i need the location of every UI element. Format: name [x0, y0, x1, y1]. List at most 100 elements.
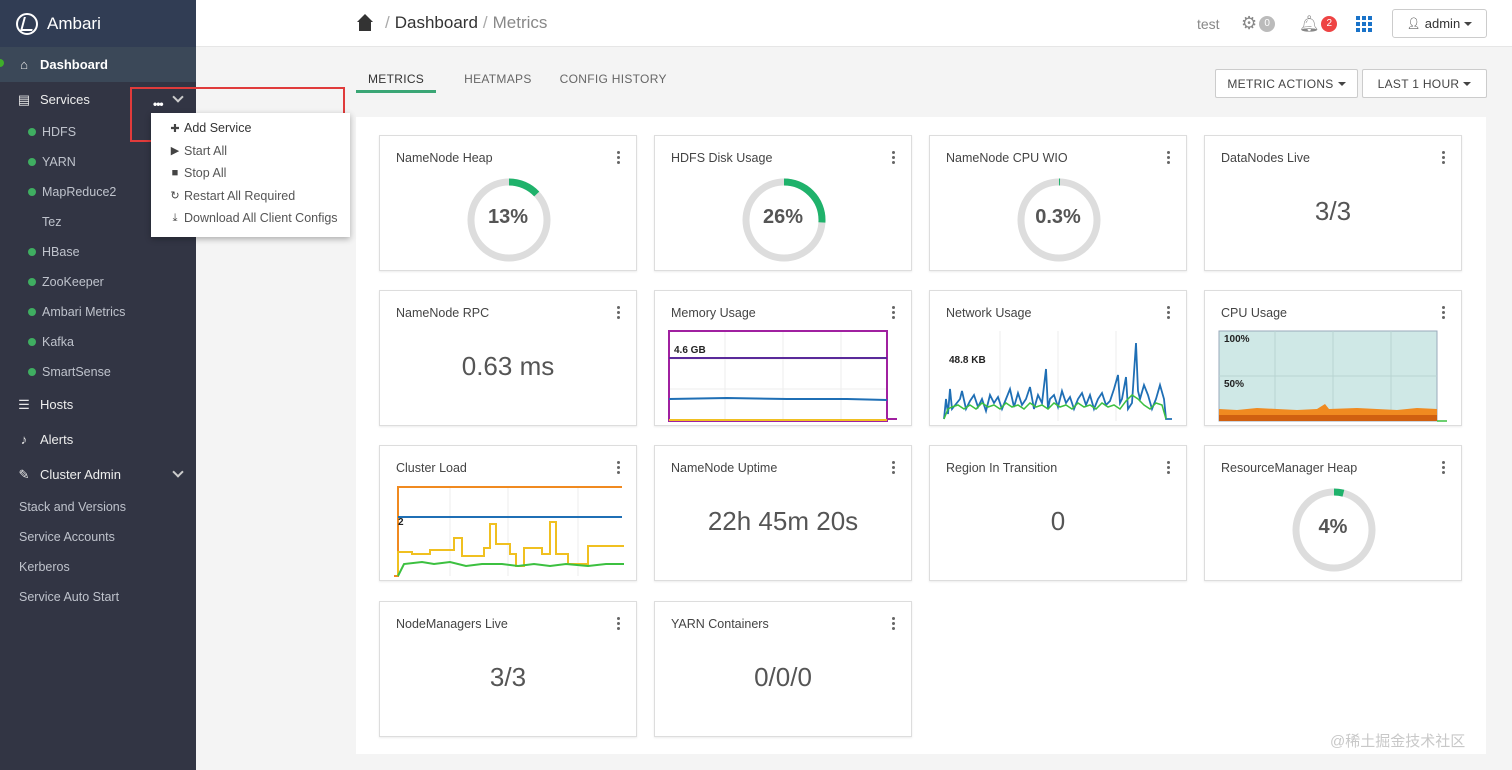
menu-item-add-service[interactable]: ✚ Add Service [151, 117, 350, 140]
sidebar-service-item[interactable]: HDFS [0, 117, 196, 147]
sidebar-item-services[interactable]: ▤ Services ••• [0, 82, 196, 117]
sidebar-admin-item[interactable]: Kerberos [19, 560, 70, 574]
cluster-load-graph [394, 486, 624, 577]
widget-title: CPU Usage [1221, 306, 1287, 320]
sidebar-service-item[interactable]: YARN [0, 147, 196, 177]
more-vertical-icon[interactable] [1442, 461, 1445, 476]
donut-chart [1292, 488, 1376, 572]
sidebar-service-item[interactable]: MapReduce2 [0, 177, 196, 207]
widget-namenode-uptime[interactable]: NameNode Uptime 22h 45m 20s [654, 445, 912, 581]
sidebar-item-dashboard[interactable]: ⌂ Dashboard [0, 47, 196, 82]
views-menu-button[interactable] [1356, 0, 1372, 47]
more-vertical-icon[interactable] [617, 306, 620, 321]
more-vertical-icon[interactable] [617, 461, 620, 476]
sidebar-item-alerts[interactable]: ♪ Alerts [0, 422, 196, 457]
widget-region-in-transition[interactable]: Region In Transition 0 [929, 445, 1187, 581]
more-vertical-icon[interactable] [1167, 306, 1170, 321]
breadcrumb-separator: / [385, 13, 390, 32]
widget-namenode-cpu-wio[interactable]: NameNode CPU WIO 0.3% [929, 135, 1187, 271]
tab-metrics[interactable]: METRICS [356, 68, 437, 93]
widget-memory-usage[interactable]: Memory Usage 4.6 GB [654, 290, 912, 426]
donut-chart [1017, 178, 1101, 262]
bell-icon: 🔔︎ [1299, 15, 1320, 33]
breadcrumb: / Dashboard / Metrics [356, 13, 547, 33]
watermark: @稀土掘金技术社区 [1330, 733, 1466, 750]
services-more-button[interactable]: ••• [153, 97, 164, 111]
widget-nodemanagers-live[interactable]: NodeManagers Live 3/3 [379, 601, 637, 737]
briefcase-icon: ▤ [17, 91, 31, 107]
menu-item-label: Add Service [184, 121, 252, 136]
more-vertical-icon[interactable] [1167, 151, 1170, 166]
widget-hdfs-disk-usage[interactable]: HDFS Disk Usage 26% [654, 135, 912, 271]
more-vertical-icon[interactable] [1167, 461, 1170, 476]
widget-resourcemanager-heap[interactable]: ResourceManager Heap 4% [1204, 445, 1462, 581]
widget-value: 3/3 [489, 662, 527, 692]
time-range-button[interactable]: LAST 1 HOUR [1362, 69, 1487, 98]
widget-value: 13% [487, 206, 529, 228]
user-menu-button[interactable]: 👤︎ admin [1392, 9, 1487, 38]
widget-title: NameNode Uptime [671, 461, 778, 475]
metric-actions-button[interactable]: METRIC ACTIONS [1215, 69, 1358, 98]
widget-title: Cluster Load [396, 461, 467, 475]
menu-item-stop-all[interactable]: ■ Stop All [151, 162, 350, 185]
widget-title: ResourceManager Heap [1221, 461, 1358, 475]
menu-item-restart-all-required[interactable]: ↻ Restart All Required [151, 185, 350, 208]
sidebar-service-item[interactable]: ZooKeeper [0, 267, 196, 297]
breadcrumb-dashboard[interactable]: Dashboard [394, 13, 478, 32]
sidebar-service-item[interactable]: Kafka [0, 327, 196, 357]
sidebar-service-item[interactable]: Ambari Metrics [0, 297, 196, 327]
more-vertical-icon[interactable] [617, 617, 620, 632]
alerts-button[interactable]: 🔔︎ 2 [1299, 0, 1338, 47]
more-vertical-icon[interactable] [892, 151, 895, 166]
widget-title: NameNode Heap [396, 151, 493, 165]
status-dot [28, 188, 36, 196]
sidebar-item-label: Cluster Admin [40, 467, 121, 482]
widget-namenode-rpc[interactable]: NameNode RPC 0.63 ms [379, 290, 637, 426]
tab-heatmaps[interactable]: HEATMAPS [464, 72, 532, 86]
sidebar-item-cluster-admin[interactable]: ✎ Cluster Admin [0, 457, 196, 492]
more-vertical-icon[interactable] [1442, 306, 1445, 321]
breadcrumb-metrics: Metrics [492, 13, 548, 32]
sidebar-service-item[interactable]: HBase [0, 237, 196, 267]
sidebar-admin-item[interactable]: Stack and Versions [19, 500, 127, 514]
caret-down-icon [1464, 21, 1473, 26]
menu-item-start-all[interactable]: ▶ Start All [151, 140, 350, 163]
more-vertical-icon[interactable] [892, 306, 895, 321]
sidebar-service-item[interactable]: SmartSense [0, 357, 196, 387]
service-list: HDFS YARN MapReduce2 Tez HBase ZooKeeper Ambar… [0, 117, 196, 387]
more-vertical-icon[interactable] [1442, 151, 1445, 166]
widget-namenode-heap[interactable]: NameNode Heap 13% [379, 135, 637, 271]
widget-yarn-containers[interactable]: YARN Containers 0/0/0 [654, 601, 912, 737]
tab-config-history[interactable]: CONFIG HISTORY [559, 72, 667, 86]
sidebar-service-label: Tez [42, 215, 62, 229]
sidebar-admin-item[interactable]: Service Accounts [19, 530, 115, 544]
widget-network-usage[interactable]: Network Usage 48.8 KB [929, 290, 1187, 426]
more-vertical-icon[interactable] [617, 151, 620, 166]
cluster-admin-list: Stack and Versions Service Accounts Kerber… [0, 492, 196, 612]
sidebar-service-label: HDFS [42, 125, 77, 139]
grid-icon [1356, 15, 1372, 32]
widget-cluster-load[interactable]: Cluster Load 2 [379, 445, 637, 581]
ambari-logo-icon [16, 12, 38, 35]
brand[interactable]: Ambari [0, 0, 196, 47]
widget-value: 0.3% [1035, 206, 1081, 228]
widget-cpu-usage[interactable]: CPU Usage 100% 50% [1204, 290, 1462, 426]
status-dot [28, 368, 36, 376]
sidebar-service-label: MapReduce2 [42, 185, 117, 199]
sidebar-item-hosts[interactable]: ☰ Hosts [0, 387, 196, 422]
widget-title: DataNodes Live [1221, 151, 1310, 165]
hosts-icon: ☰ [18, 396, 30, 412]
more-vertical-icon[interactable] [892, 617, 895, 632]
sidebar-admin-item[interactable]: Service Auto Start [19, 590, 120, 604]
home-icon[interactable] [356, 14, 374, 32]
sidebar-service-item[interactable]: Tez [0, 207, 196, 237]
service-actions-menu: ✚ Add Service ▶ Start All ■ Stop All ↻ R… [151, 113, 350, 237]
more-vertical-icon[interactable] [892, 461, 895, 476]
memory-usage-graph [668, 330, 897, 422]
menu-item-download-client-configs[interactable]: ⤓ Download All Client Configs [151, 207, 350, 230]
sidebar-item-label: Hosts [40, 397, 74, 412]
chevron-down-icon[interactable] [172, 466, 184, 478]
alerts-count-badge: 2 [1321, 15, 1338, 32]
widget-datanodes-live[interactable]: DataNodes Live 3/3 [1204, 135, 1462, 271]
background-ops-button[interactable]: ⚙ 0 [1241, 0, 1276, 47]
